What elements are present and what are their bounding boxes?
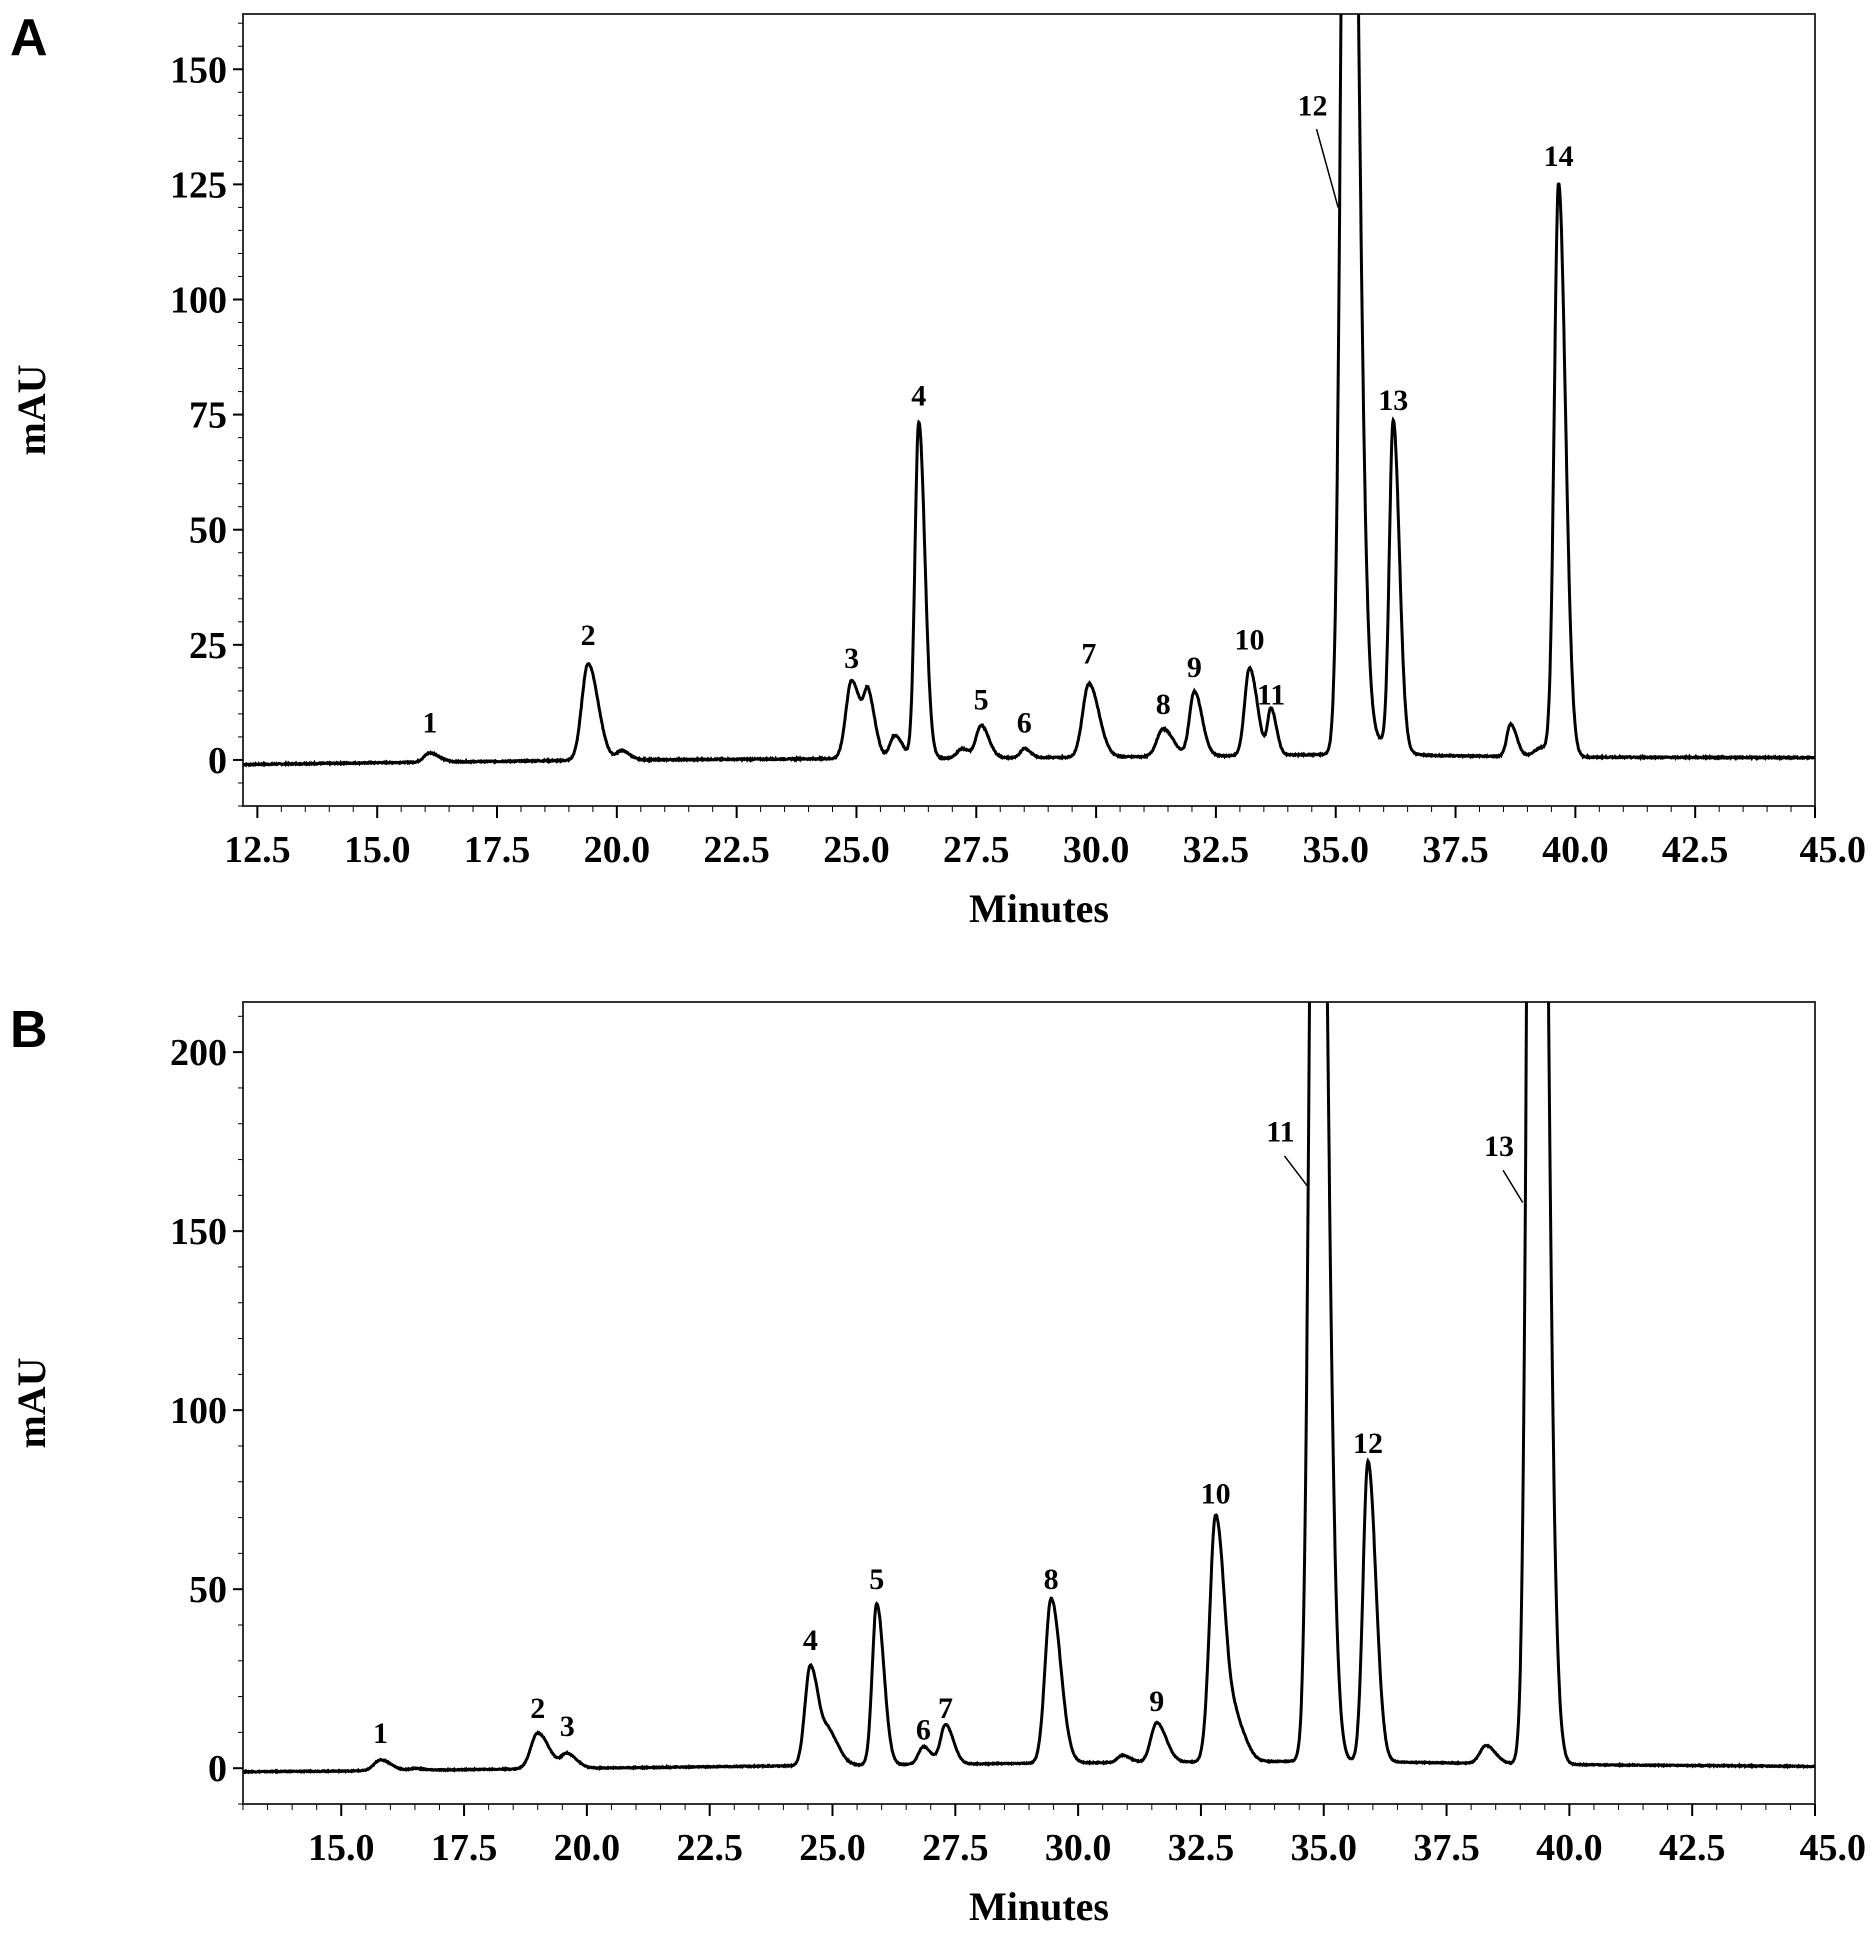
panel-a-x-tick-label: 22.5 [703,829,770,871]
panel-b-y-tick-label: 150 [170,1211,227,1253]
panel-b-x-tick-label: 22.5 [676,1827,743,1869]
panel-b-x-tick-label: 25.0 [799,1827,866,1869]
panel-label-a: A [10,9,48,67]
panel-a-chromatogram-trace [243,14,1815,768]
panel-a-peak-leader-line [1315,128,1339,208]
panel-a-x-tick-label: 27.5 [943,829,1010,871]
panel-a-peak-label: 8 [1156,688,1171,721]
panel-b-peak-label: 9 [1149,1685,1164,1718]
panel-b-peak-label: 6 [916,1714,931,1747]
panel-a-peak-label: 14 [1544,140,1574,173]
panel-b-x-tick-label: 15.0 [308,1827,375,1869]
panel-a-x-tick-label: 35.0 [1302,829,1369,871]
panel-b-peak-label: 7 [938,1692,953,1725]
panel-b-x-axis-title: Minutes [969,1884,1109,1929]
panel-b-peak-label: 2 [530,1692,545,1725]
panel-b-peak-leader-line [1283,1155,1310,1189]
panel-a-x-tick-label: 20.0 [584,829,651,871]
panel-b-y-axis-title: mAU [9,1357,54,1448]
panel-b-x-tick-label: 30.0 [1045,1827,1112,1869]
panel-a-x-tick-label: 45.0 [1800,829,1867,871]
panel-b-x-tick-label: 27.5 [922,1827,989,1869]
panel-b-x-tick-label: 42.5 [1659,1827,1726,1869]
panel-a-peak-label: 11 [1257,679,1285,712]
panel-a-x-tick-label: 17.5 [464,829,531,871]
panel-b-peak-label: 13 [1484,1130,1514,1163]
panel-a-plot-frame [242,13,1816,807]
panel-a-peak-label: 10 [1234,623,1264,656]
panel-b-y-tick-label: 0 [208,1748,227,1790]
panel-a-peak-label: 3 [844,642,859,675]
panel-b-peak-label: 8 [1044,1563,1059,1596]
panel-a-x-tick-label: 32.5 [1183,829,1250,871]
panel-a-y-tick-label: 0 [208,740,227,782]
panel-b-y-tick-label: 50 [189,1569,227,1611]
panel-a-peak-label: 7 [1081,637,1096,670]
panel-b-x-tick-label: 17.5 [431,1827,498,1869]
panel-a-y-tick-label: 50 [189,510,227,552]
panel-b-y-tick-label: 200 [170,1032,227,1074]
panel-a-x-tick-label: 40.0 [1542,829,1609,871]
panel-a-peak-label: 9 [1187,651,1202,684]
panel-label-b: B [10,1001,48,1059]
panel-a-peak-label: 6 [1017,706,1032,739]
panel-a-peak-label: 1 [422,706,437,739]
panel-a-peak-label: 4 [911,379,926,412]
panel-b-x-tick-label: 37.5 [1413,1827,1480,1869]
panel-b-x-tick-label: 35.0 [1291,1827,1358,1869]
panel-a-x-tick-label: 37.5 [1422,829,1489,871]
panel-a-y-tick-label: 100 [170,279,227,321]
panel-b-y-tick-label: 100 [170,1390,227,1432]
panel-b-x-tick-label: 45.0 [1800,1827,1867,1869]
panel-b-x-tick-label: 32.5 [1168,1827,1235,1869]
panel-a-x-axis-title: Minutes [969,886,1109,931]
panel-b-x-tick-label: 40.0 [1536,1827,1603,1869]
panel-b-peak-label: 4 [803,1624,818,1657]
panel-a-y-tick-label: 75 [189,395,227,437]
panel-a-x-tick-label: 25.0 [823,829,890,871]
panel-a-peak-label: 13 [1378,384,1408,417]
panel-a-y-axis-title: mAU [9,364,54,455]
panel-a-y-tick-label: 150 [170,49,227,91]
panel-b-plot-frame [242,1001,1816,1805]
panel-b-x-tick-label: 20.0 [554,1827,621,1869]
panel-b-peak-label: 12 [1353,1427,1383,1460]
panel-a-y-tick-label: 125 [170,164,227,206]
panel-a-peak-label: 5 [974,683,989,716]
panel-b-peak-leader-line [1502,1169,1524,1203]
panel-b-peak-label: 3 [560,1710,575,1743]
panel-a-peak-label: 12 [1298,89,1328,122]
panel-b-peak-label: 11 [1266,1116,1294,1149]
panel-a-x-tick-label: 30.0 [1063,829,1130,871]
panel-a-x-tick-label: 15.0 [344,829,411,871]
panel-b-peak-label: 10 [1201,1477,1231,1510]
panel-b-peak-label: 5 [869,1563,884,1596]
panel-a-y-tick-label: 25 [189,625,227,667]
panel-b-chromatogram-trace [243,1002,1815,1775]
panel-a-x-tick-label: 42.5 [1662,829,1729,871]
panel-b-peak-label: 1 [373,1717,388,1750]
panel-a-x-tick-label: 12.5 [224,829,291,871]
panel-a-peak-label: 2 [581,619,596,652]
